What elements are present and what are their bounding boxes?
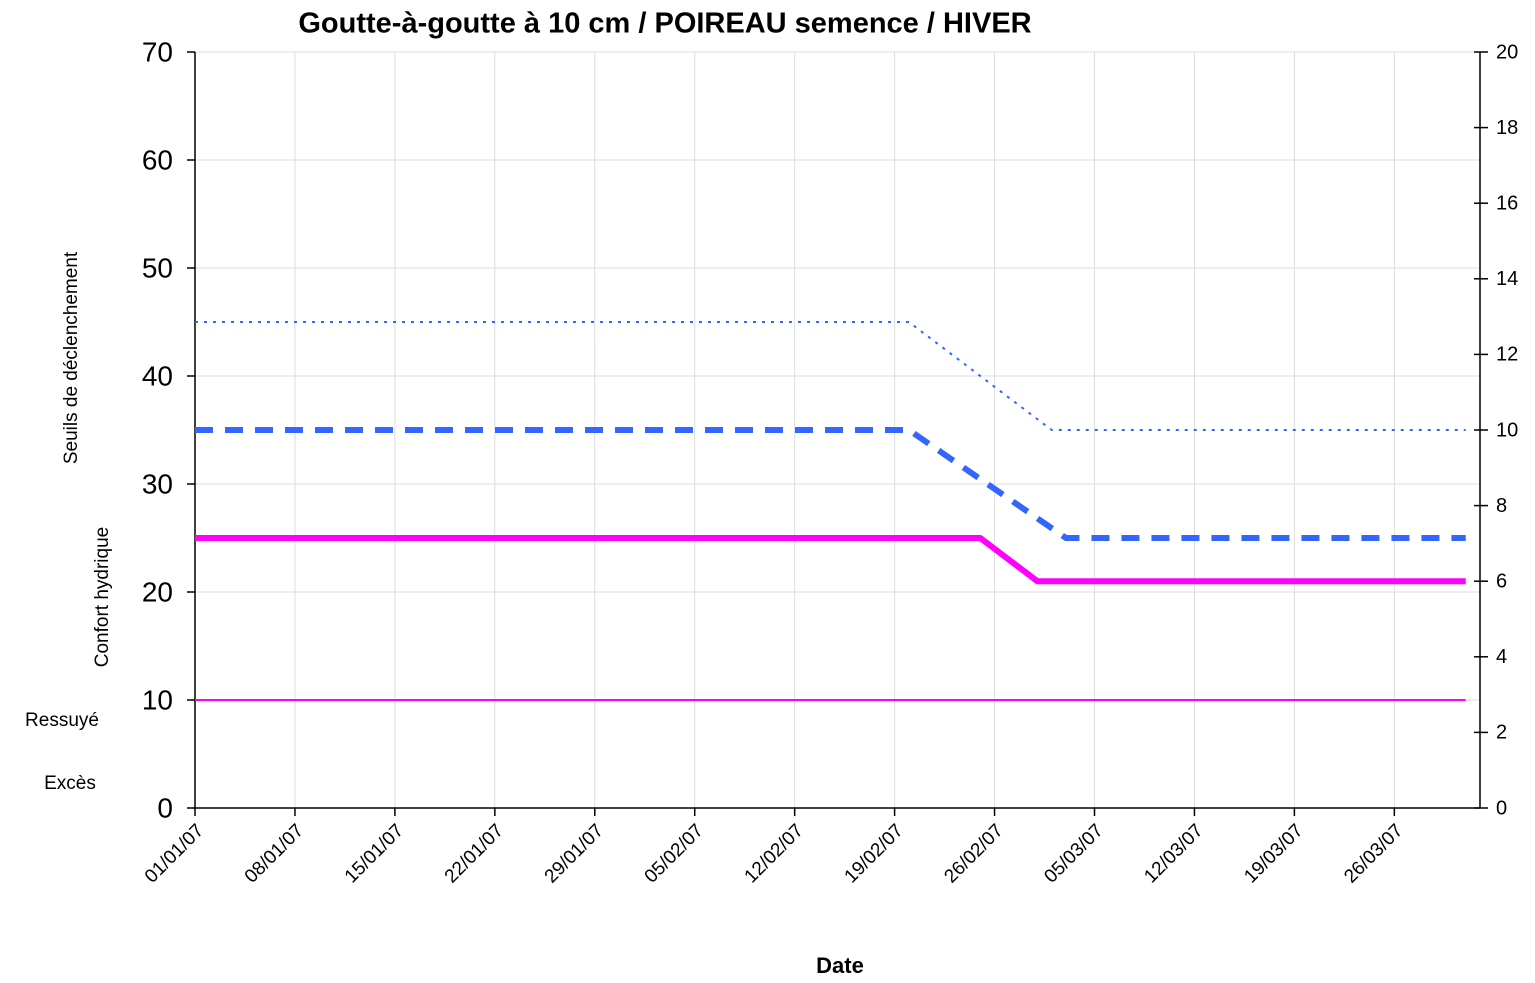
y2-tick-label: 2 [1496,722,1507,744]
y2-tick-label: 20 [1496,41,1518,63]
x-tick-label: 26/03/07 [1340,820,1407,887]
y2-tick-label: 10 [1496,419,1518,441]
y2-tick-label: 6 [1496,570,1507,592]
x-axis-label: Date [816,953,864,978]
y2-tick-label: 18 [1496,117,1518,139]
series-line [195,321,1466,431]
y-tick-label: 50 [142,252,173,283]
x-tick-label: 05/03/07 [1040,820,1107,887]
x-tick-label: 05/02/07 [641,820,708,887]
x-tick-label: 08/01/07 [241,820,308,887]
x-tick-label: 19/03/07 [1240,820,1307,887]
y2-tick-label: 16 [1496,192,1518,214]
annotation: Seuils de déclenchement [61,251,82,464]
y-tick-label: 0 [157,792,173,823]
series-line [195,535,1466,585]
x-tick-label: 29/01/07 [541,820,608,887]
x-tick-label: 01/01/07 [141,820,208,887]
y2-tick-label: 4 [1496,646,1507,668]
x-tick-label: 15/01/07 [341,820,408,887]
x-tick-label: 12/02/07 [741,820,808,887]
y-tick-label: 40 [142,360,173,391]
x-tick-label: 26/02/07 [940,820,1007,887]
annotation: Ressuyé [25,710,99,731]
y2-tick-label: 14 [1496,268,1518,290]
y-tick-label: 60 [142,144,173,175]
x-tick-label: 19/02/07 [841,820,908,887]
y-tick-label: 10 [142,684,173,715]
y-tick-label: 30 [142,468,173,499]
annotation: Confort hydrique [92,527,113,667]
y2-tick-label: 12 [1496,344,1518,366]
y-tick-label: 70 [142,36,173,67]
annotation: Excès [44,773,96,794]
y2-tick-label: 0 [1496,797,1507,819]
y2-tick-label: 8 [1496,495,1507,517]
x-tick-label: 22/01/07 [441,820,508,887]
y-tick-label: 20 [142,576,173,607]
chart-title: Goutte-à-goutte à 10 cm / POIREAU semenc… [298,8,1031,40]
x-tick-label: 12/03/07 [1140,820,1207,887]
